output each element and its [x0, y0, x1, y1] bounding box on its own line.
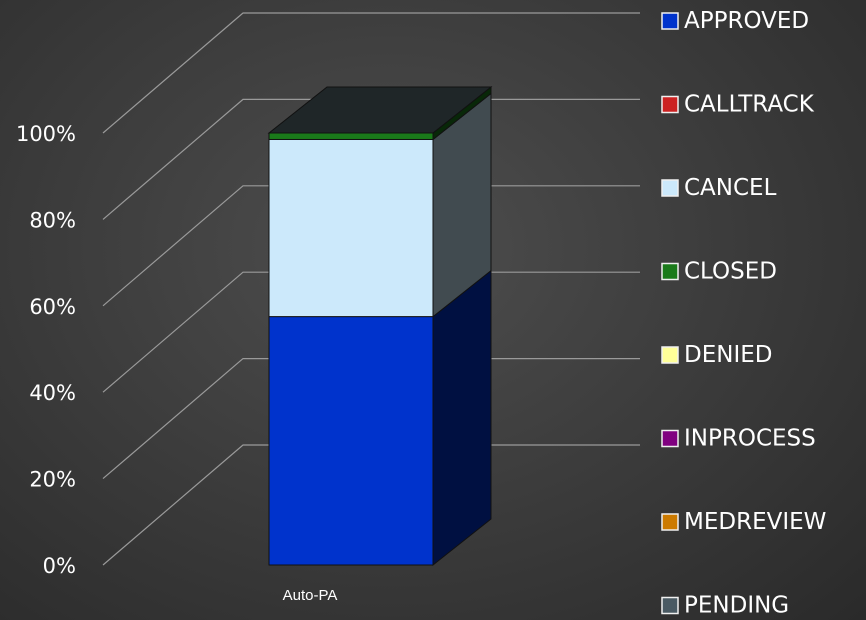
legend-swatch-closed	[661, 262, 679, 281]
legend-swatch-denied	[661, 346, 679, 364]
y-tick-label: 60%	[29, 295, 76, 319]
bar-stack	[267, 85, 493, 567]
legend-swatch-inprocess	[661, 429, 679, 448]
y-tick-label: 40%	[29, 381, 76, 405]
y-tick-label: 100%	[16, 122, 76, 146]
y-tick-label: 20%	[29, 468, 76, 492]
legend-swatch-calltrack	[661, 95, 679, 114]
gridline	[102, 444, 640, 566]
bar-segment-cancel	[268, 138, 434, 318]
legend-label-closed: CLOSED	[684, 259, 777, 285]
y-tick-label: 0%	[43, 554, 76, 578]
legend-swatch-approved	[661, 12, 679, 30]
legend-label-cancel: CANCEL	[684, 175, 777, 201]
gridline	[102, 358, 640, 480]
gridline	[102, 271, 640, 393]
y-tick-label: 80%	[29, 208, 76, 232]
legend-swatch-medreview	[661, 513, 679, 531]
bar-segment-side-approved	[432, 269, 492, 567]
bar-segment-approved	[268, 316, 434, 566]
gridlines	[102, 12, 640, 566]
bar-segment-closed	[268, 132, 434, 140]
legend-label-approved: APPROVED	[684, 8, 809, 34]
x-category-label: Auto-PA	[283, 587, 338, 604]
legend: APPROVED CALLTRACK CANCEL CLOSED DENIED INPRO…	[661, 8, 826, 619]
legend-swatch-pending	[661, 596, 679, 615]
legend-label-pending: PENDING	[684, 593, 789, 619]
y-axis-tick-labels: 0% 20% 40% 60% 80% 100%	[16, 122, 76, 578]
bar-top-face	[267, 86, 493, 134]
legend-label-medreview: MEDREVIEW	[684, 509, 826, 535]
legend-label-denied: DENIED	[684, 342, 772, 368]
gridline	[102, 185, 640, 307]
gridline	[102, 98, 640, 220]
gridline	[102, 12, 640, 134]
x-axis-category-labels: Auto-PA	[283, 587, 338, 604]
legend-swatch-cancel	[661, 179, 679, 197]
legend-label-calltrack: CALLTRACK	[684, 92, 815, 118]
legend-label-inprocess: INPROCESS	[684, 426, 816, 452]
